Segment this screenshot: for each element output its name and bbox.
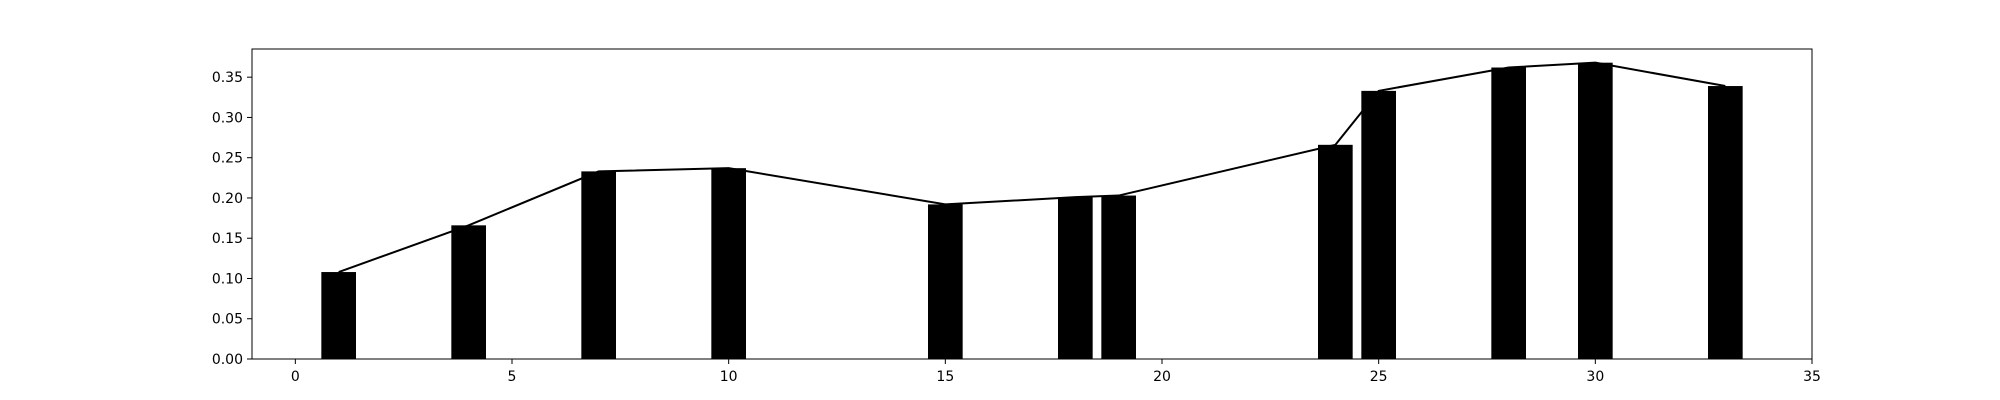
bar	[711, 168, 746, 359]
x-axis-ticks: 0 5 10 15 20 25 30 35	[291, 359, 1821, 385]
bar	[1708, 86, 1743, 359]
x-tick-label: 20	[1153, 369, 1171, 385]
x-tick-label: 35	[1803, 369, 1821, 385]
bar	[1491, 67, 1526, 360]
x-tick-label: 15	[936, 369, 954, 385]
bar	[1058, 197, 1093, 359]
bar	[321, 272, 356, 359]
y-tick-label: 0.15	[212, 231, 243, 247]
x-tick-label: 30	[1586, 369, 1604, 385]
x-tick-label: 5	[508, 369, 517, 385]
x-tick-label: 0	[291, 369, 300, 385]
bar	[1101, 195, 1136, 359]
x-tick-label: 10	[720, 369, 738, 385]
bar	[1361, 90, 1396, 360]
y-tick-label: 0.30	[212, 110, 243, 126]
series-line	[338, 61, 1726, 273]
bar	[581, 171, 616, 359]
bar	[451, 225, 486, 359]
y-axis-ticks: 0.00 0.05 0.10 0.15 0.20 0.25 0.30 0.35	[212, 70, 252, 368]
y-tick-label: 0.00	[212, 352, 243, 368]
y-tick-label: 0.25	[212, 151, 243, 167]
y-tick-label: 0.20	[212, 191, 243, 207]
y-tick-label: 0.10	[212, 271, 243, 287]
bar	[928, 204, 963, 359]
bar	[1318, 144, 1353, 359]
plot-frame	[251, 48, 1813, 360]
y-tick-label: 0.05	[212, 312, 243, 328]
plot-area	[321, 61, 1743, 360]
bar	[1578, 62, 1613, 359]
y-tick-label: 0.35	[212, 70, 243, 86]
x-tick-label: 25	[1370, 369, 1388, 385]
